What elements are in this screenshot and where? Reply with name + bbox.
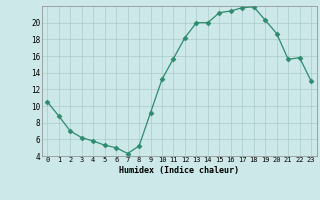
X-axis label: Humidex (Indice chaleur): Humidex (Indice chaleur): [119, 166, 239, 175]
